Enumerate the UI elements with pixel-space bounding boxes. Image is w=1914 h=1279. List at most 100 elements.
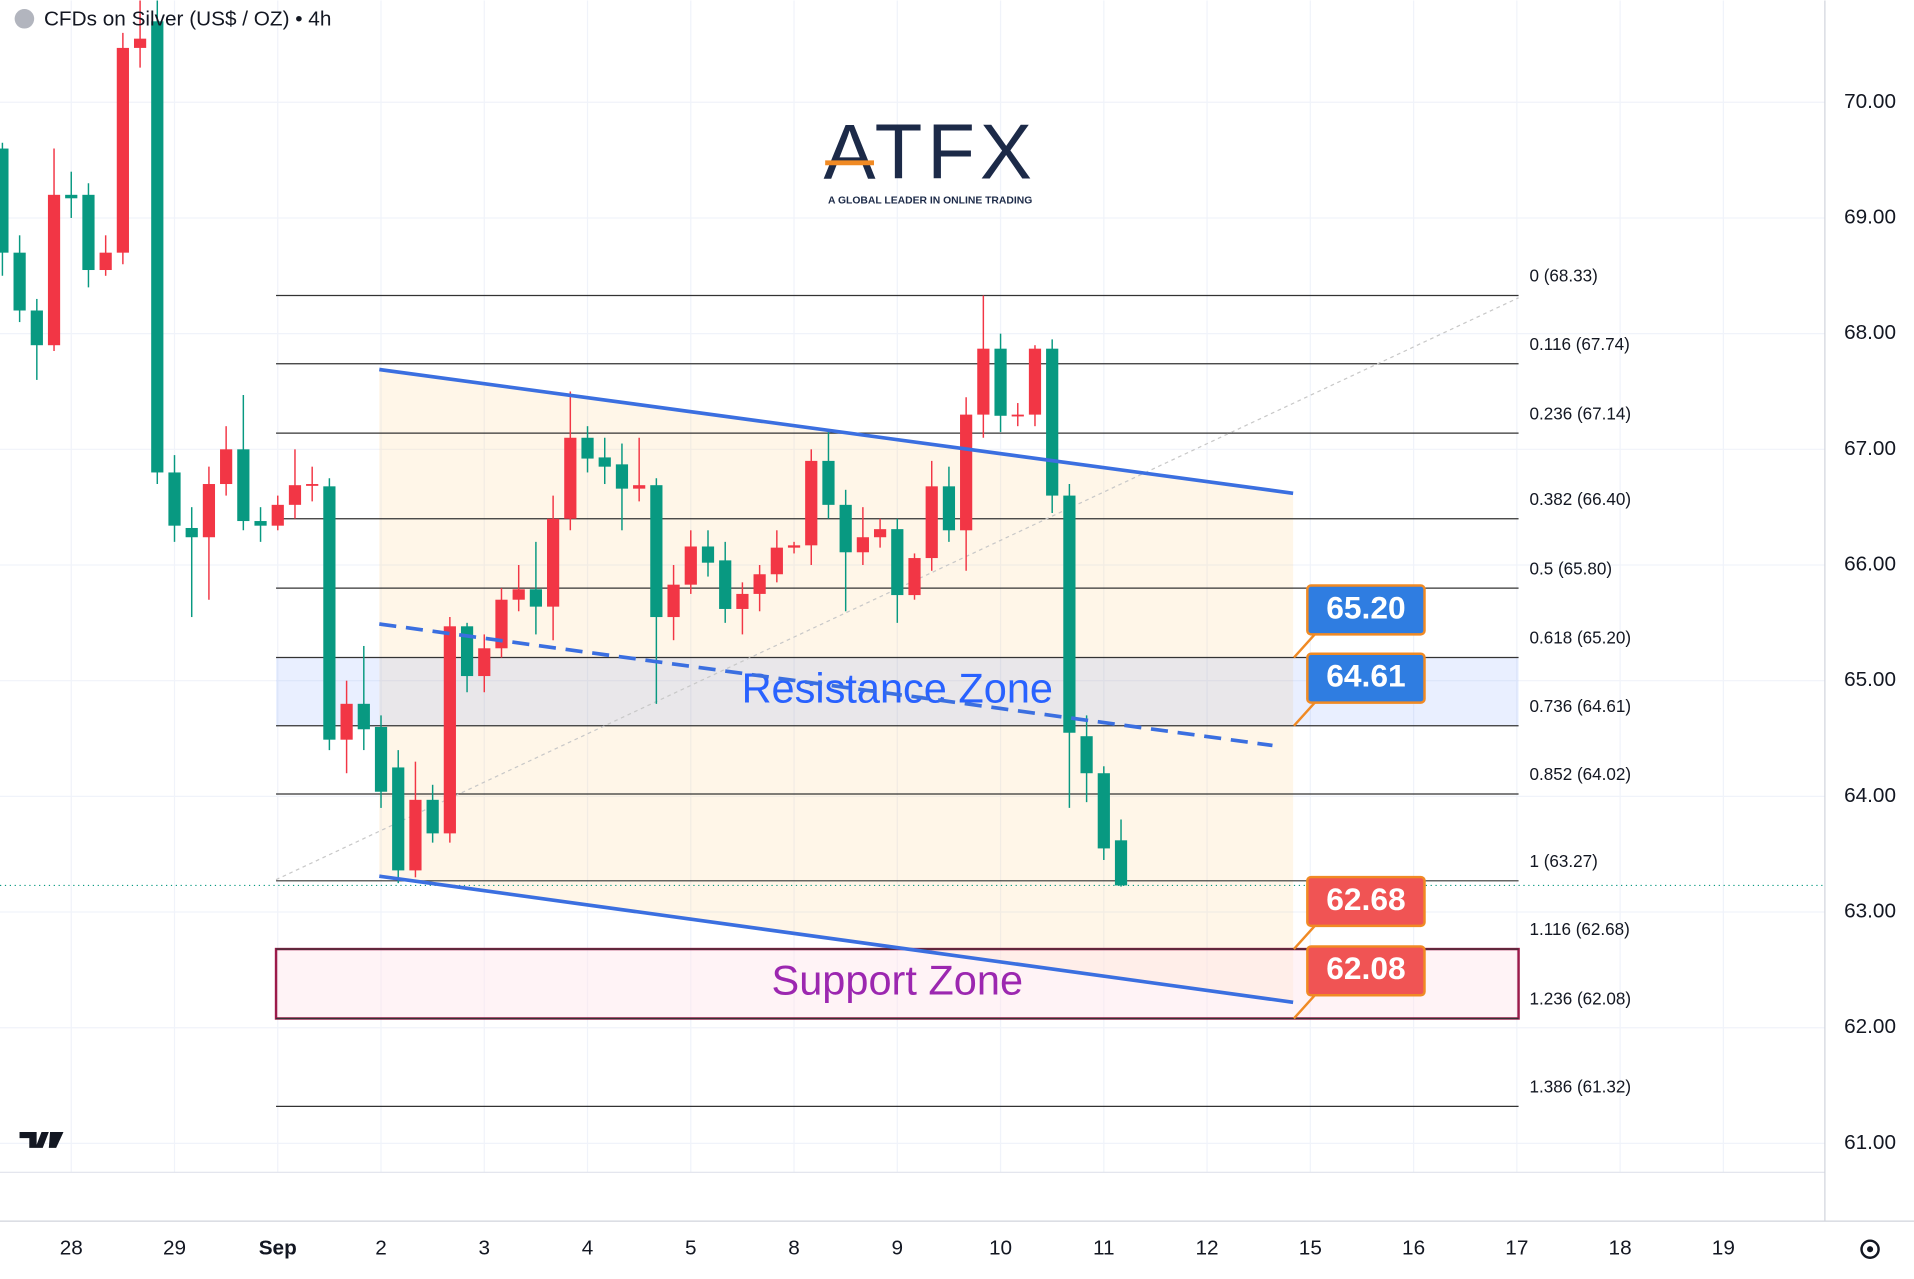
- badge-pointer: [1292, 632, 1317, 659]
- price-badge: [1306, 875, 1426, 928]
- candle-body: [701, 546, 715, 563]
- price-badge-label: 65.20: [1326, 589, 1405, 625]
- candle-body: [839, 504, 852, 553]
- price-badge: [1306, 945, 1426, 997]
- y-tick-label: 66.00: [1844, 552, 1896, 575]
- price-badge-label: 64.61: [1326, 658, 1405, 694]
- candle-body: [908, 558, 921, 596]
- channel-line: [379, 622, 1273, 748]
- candle-body: [529, 589, 543, 607]
- candle-body: [1046, 348, 1059, 496]
- candle-body: [547, 518, 560, 607]
- y-tick-label: 65.00: [1844, 668, 1896, 691]
- candle-body: [47, 194, 61, 346]
- y-tick-label: 67.00: [1844, 437, 1896, 460]
- candle-body: [288, 485, 302, 505]
- fib-label: 0.852 (64.02): [1529, 765, 1631, 784]
- candle-body: [512, 589, 525, 600]
- candle-body: [770, 547, 783, 575]
- x-tick-label: 19: [1712, 1237, 1735, 1260]
- y-tick-label: 69.00: [1844, 205, 1896, 228]
- candle-body: [357, 703, 370, 730]
- y-tick-label: 62.00: [1844, 1015, 1896, 1038]
- candle-body: [564, 437, 577, 519]
- x-tick-label: 29: [163, 1237, 186, 1260]
- candle-body: [925, 486, 938, 559]
- candle-body: [426, 799, 439, 834]
- logo-name: ATFX: [823, 108, 1036, 196]
- x-tick-label: 3: [479, 1237, 491, 1260]
- fib-label: 0.116 (67.74): [1529, 335, 1629, 354]
- fib-label: 0.736 (64.61): [1529, 697, 1631, 716]
- overlay: Resistance Zone Support Zone 0 (68.33) 0.11…: [379, 267, 1631, 1097]
- candle-body: [977, 348, 990, 415]
- candle-body: [1063, 495, 1076, 733]
- candle-body: [185, 527, 198, 538]
- y-tick-label: 61.00: [1844, 1131, 1896, 1154]
- channel-line: [379, 367, 1294, 496]
- candle-body: [1028, 348, 1042, 415]
- candle-body: [306, 484, 319, 486]
- price-badge-label: 62.68: [1326, 881, 1405, 917]
- y-tick-label: 70.00: [1844, 90, 1896, 113]
- candle-body: [650, 485, 663, 618]
- x-tick-label: 8: [788, 1237, 800, 1260]
- candle-body: [0, 148, 9, 253]
- candle-body: [684, 546, 697, 585]
- candle-body: [753, 574, 766, 594]
- candle-body: [1114, 840, 1128, 886]
- settings-icon-dot: [1867, 1246, 1874, 1253]
- settings-icon[interactable]: [1860, 1239, 1880, 1259]
- fib-label: 0.618 (65.20): [1529, 629, 1631, 648]
- candle-body: [220, 449, 233, 485]
- fib-label: 0.382 (66.40): [1529, 490, 1631, 509]
- fib-label: 1.116 (62.68): [1529, 920, 1629, 939]
- candle-body: [271, 504, 284, 526]
- badge-pointer: [1292, 923, 1317, 950]
- x-tick-label: 17: [1505, 1237, 1528, 1260]
- x-tick-label: 5: [685, 1237, 697, 1260]
- candle-body: [598, 457, 611, 467]
- candle-body: [202, 484, 216, 538]
- candle-body: [340, 703, 353, 740]
- logo-tagline: A GLOBAL LEADER IN ONLINE TRADING: [828, 195, 1032, 206]
- candle-body: [1097, 773, 1110, 849]
- candle-body: [392, 767, 405, 871]
- x-tick-label: 9: [892, 1237, 904, 1260]
- y-tick-label: 68.00: [1844, 321, 1896, 344]
- y-tick-label: 64.00: [1844, 784, 1896, 807]
- x-tick-label: 4: [582, 1237, 594, 1260]
- candle-body: [873, 529, 887, 538]
- x-tick-label: 16: [1402, 1237, 1425, 1260]
- x-tick-label: 12: [1196, 1237, 1219, 1260]
- candle-body: [409, 799, 422, 871]
- zone-label: Support Zone: [772, 957, 1023, 1004]
- x-tick-label: 10: [989, 1237, 1012, 1260]
- candle-body: [1011, 414, 1024, 417]
- candle-body: [1080, 736, 1093, 774]
- candle-body: [254, 521, 267, 526]
- x-tick-label: 11: [1093, 1237, 1115, 1260]
- candle-body: [116, 47, 129, 253]
- x-tick-label: 2: [375, 1237, 387, 1260]
- candle-body: [168, 472, 181, 526]
- candle-body: [615, 464, 629, 489]
- candle-body: [994, 348, 1007, 416]
- fib-label: 0 (68.33): [1529, 267, 1597, 286]
- fib-label: 1.386 (61.32): [1529, 1078, 1631, 1097]
- candle-body: [581, 437, 594, 459]
- badge-pointer: [1292, 700, 1317, 727]
- candle-body: [805, 460, 818, 546]
- candle-body: [478, 648, 491, 677]
- x-tick-label: Sep: [259, 1237, 297, 1260]
- fib-label: 1.236 (62.08): [1529, 990, 1631, 1009]
- fib-trend-line: [275, 297, 1519, 881]
- candle-body: [719, 560, 732, 609]
- candle-body: [822, 460, 835, 505]
- fib-label: 1 (63.27): [1529, 852, 1597, 871]
- x-tick-label: 15: [1299, 1237, 1322, 1260]
- candle-body: [99, 252, 112, 271]
- fib-label: 0.236 (67.14): [1529, 404, 1631, 423]
- price-badge: [1306, 652, 1426, 704]
